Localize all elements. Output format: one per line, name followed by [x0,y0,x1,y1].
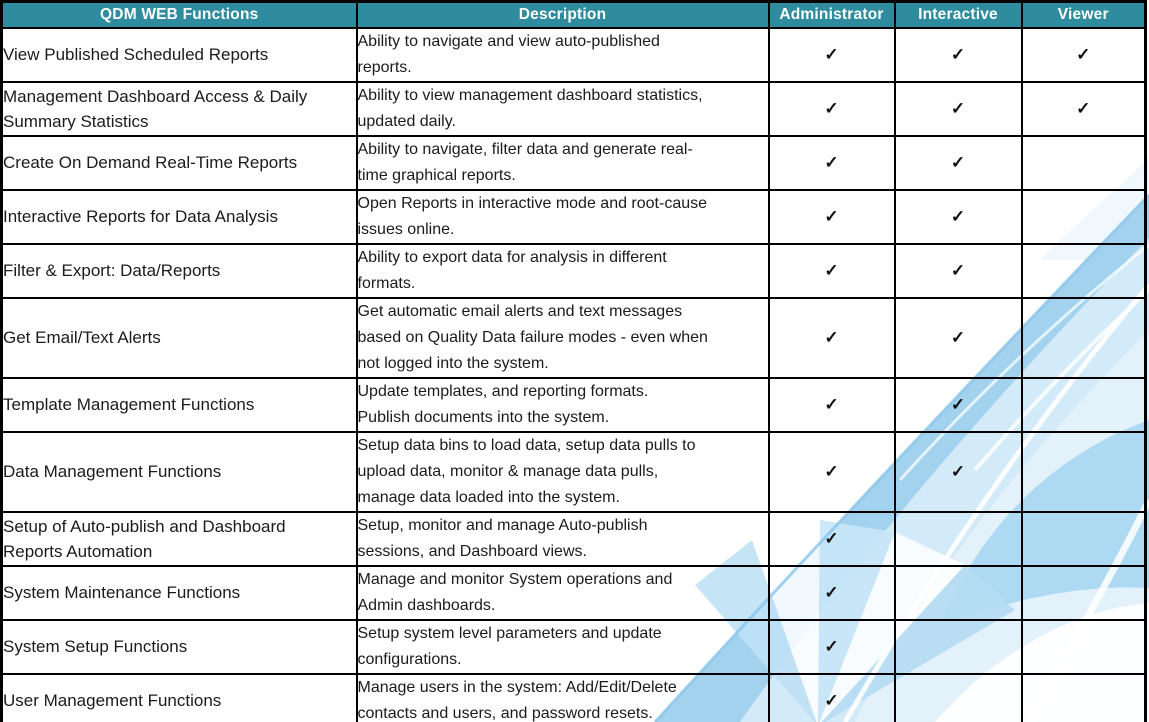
function-cell: System Setup Functions [0,618,358,675]
function-cell: Setup of Auto-publish and Dashboard Repo… [0,510,358,567]
column-header-qdm-web-functions: QDM WEB Functions [0,0,358,29]
table-row: System Setup Functions Setup system leve… [0,618,1147,675]
interactive-check-cell: ✓ [893,188,1023,245]
administrator-check-cell: ✓ [767,672,896,722]
viewer-check-cell [1020,188,1147,245]
interactive-check-cell: ✓ [893,296,1023,379]
table-row: Get Email/Text Alerts Get automatic emai… [0,296,1147,379]
interactive-check-cell [893,510,1023,567]
table-row: Template Management Functions Update tem… [0,376,1147,433]
interactive-check-cell: ✓ [893,242,1023,299]
description-cell: Update templates, and reporting formats.… [355,376,770,433]
description-cell: Setup system level parameters and update… [355,618,770,675]
administrator-check-cell: ✓ [767,242,896,299]
description-cell: Manage and monitor System operations and… [355,564,770,621]
table-row: Setup of Auto-publish and Dashboard Repo… [0,510,1147,567]
table-row: Create On Demand Real-Time Reports Abili… [0,134,1147,191]
administrator-check-cell: ✓ [767,510,896,567]
viewer-check-cell [1020,618,1147,675]
table-row: Management Dashboard Access & Daily Summ… [0,80,1147,137]
description-cell: Ability to navigate, filter data and gen… [355,134,770,191]
description-cell: Ability to export data for analysis in d… [355,242,770,299]
viewer-check-cell [1020,510,1147,567]
column-header-description: Description [355,0,770,29]
viewer-check-cell: ✓ [1020,80,1147,137]
interactive-check-cell [893,672,1023,722]
column-header-interactive: Interactive [893,0,1023,29]
administrator-check-cell: ✓ [767,376,896,433]
viewer-check-cell [1020,564,1147,621]
header-row: QDM WEB Functions Description Administra… [0,0,1147,29]
interactive-check-cell: ✓ [893,26,1023,83]
description-cell: Get automatic email alerts and text mess… [355,296,770,379]
table-row: Interactive Reports for Data Analysis Op… [0,188,1147,245]
table-row: Data Management Functions Setup data bin… [0,430,1147,513]
table-row: System Maintenance Functions Manage and … [0,564,1147,621]
administrator-check-cell: ✓ [767,80,896,137]
interactive-check-cell: ✓ [893,80,1023,137]
function-cell: Management Dashboard Access & Daily Summ… [0,80,358,137]
administrator-check-cell: ✓ [767,296,896,379]
description-cell: Setup, monitor and manage Auto-publish s… [355,510,770,567]
administrator-check-cell: ✓ [767,564,896,621]
interactive-check-cell [893,564,1023,621]
interactive-check-cell: ✓ [893,430,1023,513]
interactive-check-cell [893,618,1023,675]
function-cell: Template Management Functions [0,376,358,433]
table-row: View Published Scheduled Reports Ability… [0,26,1147,83]
interactive-check-cell: ✓ [893,376,1023,433]
function-cell: Filter & Export: Data/Reports [0,242,358,299]
description-cell: Setup data bins to load data, setup data… [355,430,770,513]
description-cell: Ability to view management dashboard sta… [355,80,770,137]
viewer-check-cell: ✓ [1020,26,1147,83]
function-cell: System Maintenance Functions [0,564,358,621]
function-cell: Create On Demand Real-Time Reports [0,134,358,191]
administrator-check-cell: ✓ [767,430,896,513]
interactive-check-cell: ✓ [893,134,1023,191]
column-header-viewer: Viewer [1020,0,1147,29]
function-cell: Interactive Reports for Data Analysis [0,188,358,245]
function-cell: Data Management Functions [0,430,358,513]
viewer-check-cell [1020,242,1147,299]
description-cell: Ability to navigate and view auto-publis… [355,26,770,83]
table-row: User Management Functions Manage users i… [0,672,1147,722]
table-row: Filter & Export: Data/Reports Ability to… [0,242,1147,299]
administrator-check-cell: ✓ [767,134,896,191]
viewer-check-cell [1020,376,1147,433]
viewer-check-cell [1020,134,1147,191]
function-cell: User Management Functions [0,672,358,722]
description-cell: Manage users in the system: Add/Edit/Del… [355,672,770,722]
column-header-administrator: Administrator [767,0,896,29]
viewer-check-cell [1020,430,1147,513]
administrator-check-cell: ✓ [767,188,896,245]
administrator-check-cell: ✓ [767,618,896,675]
function-cell: View Published Scheduled Reports [0,26,358,83]
function-cell: Get Email/Text Alerts [0,296,358,379]
viewer-check-cell [1020,296,1147,379]
viewer-check-cell [1020,672,1147,722]
description-cell: Open Reports in interactive mode and roo… [355,188,770,245]
administrator-check-cell: ✓ [767,26,896,83]
